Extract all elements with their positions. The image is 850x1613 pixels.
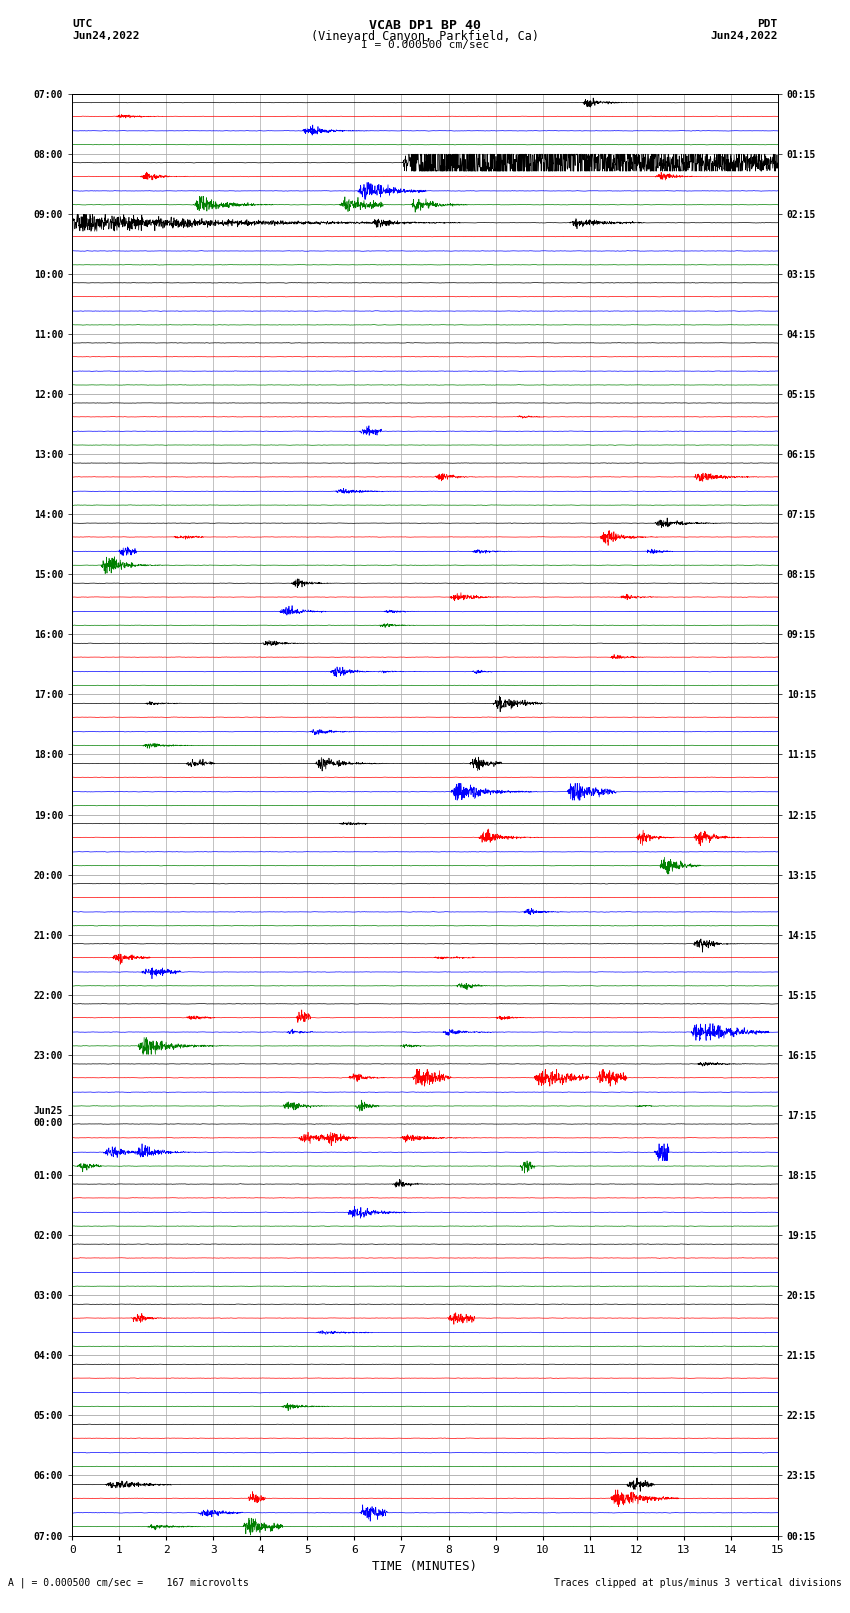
Text: I = 0.000500 cm/sec: I = 0.000500 cm/sec — [361, 40, 489, 50]
Text: A | = 0.000500 cm/sec =    167 microvolts: A | = 0.000500 cm/sec = 167 microvolts — [8, 1578, 249, 1589]
Text: UTC: UTC — [72, 19, 93, 29]
Text: VCAB DP1 BP 40: VCAB DP1 BP 40 — [369, 18, 481, 32]
Text: Jun24,2022: Jun24,2022 — [711, 31, 778, 40]
X-axis label: TIME (MINUTES): TIME (MINUTES) — [372, 1560, 478, 1573]
Text: PDT: PDT — [757, 19, 778, 29]
Text: Traces clipped at plus/minus 3 vertical divisions: Traces clipped at plus/minus 3 vertical … — [553, 1578, 842, 1587]
Text: Jun24,2022: Jun24,2022 — [72, 31, 139, 40]
Text: (Vineyard Canyon, Parkfield, Ca): (Vineyard Canyon, Parkfield, Ca) — [311, 31, 539, 44]
